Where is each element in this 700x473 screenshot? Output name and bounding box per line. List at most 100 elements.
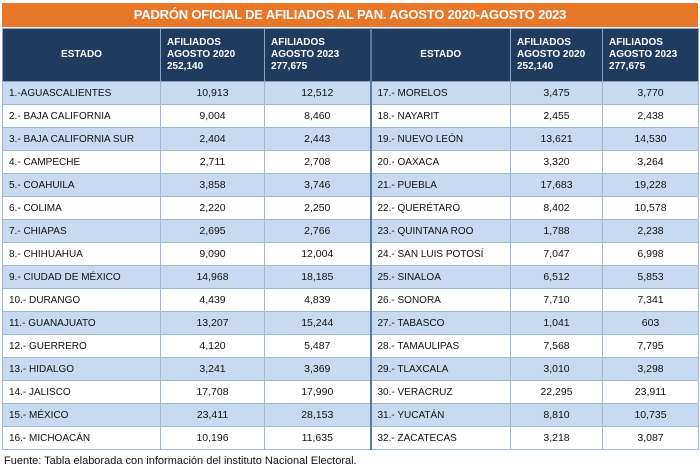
- state-cell: 21.- PUEBLA: [369, 173, 511, 197]
- state-cell: 2.- BAJA CALIFORNIA: [2, 104, 161, 128]
- count-cell: 3,320: [510, 150, 603, 174]
- state-cell: 18.- NAYARIT: [369, 104, 511, 128]
- header-line: 277,675: [271, 61, 308, 72]
- count-cell: 10,196: [160, 426, 265, 450]
- column-header: ESTADO: [2, 28, 161, 82]
- table-row: 3.- BAJA CALIFORNIA SUR 2,404 2,443 19.- NU…: [2, 127, 699, 151]
- state-cell: 6.- COLIMA: [2, 196, 161, 220]
- header-line: 252,140: [167, 61, 204, 72]
- count-cell: 3,298: [602, 357, 699, 381]
- count-cell: 10,913: [160, 81, 265, 105]
- header-line: ESTADO: [420, 49, 462, 60]
- header-line: 277,675: [609, 61, 646, 72]
- table-row: 14.- JALISCO 17,708 17,990 30.- VERACRUZ 22,…: [2, 380, 699, 404]
- column-header: AFILIADOS AGOSTO 2020 252,140: [510, 28, 603, 82]
- state-cell: 8.- CHIHUAHUA: [2, 242, 161, 266]
- count-cell: 23,411: [160, 403, 265, 427]
- count-cell: 3,369: [264, 357, 371, 381]
- count-cell: 603: [602, 311, 699, 335]
- count-cell: 19,228: [602, 173, 699, 197]
- table-row: 9.- CIUDAD DE MÉXICO 14,968 18,185 25.- SIN…: [2, 265, 699, 289]
- state-cell: 15.- MÉXICO: [2, 403, 161, 427]
- count-cell: 6,998: [602, 242, 699, 266]
- column-header: AFILIADOS AGOSTO 2023 277,675: [602, 28, 699, 82]
- table-row: 16.- MICHOACÁN 10,196 11,635 32.- ZACATECAS…: [2, 426, 699, 450]
- header-line: ESTADO: [61, 49, 102, 60]
- count-cell: 2,711: [160, 150, 265, 174]
- count-cell: 7,568: [510, 334, 603, 358]
- state-cell: 10.- DURANGO: [2, 288, 161, 312]
- count-cell: 7,795: [602, 334, 699, 358]
- state-cell: 7.- CHIAPAS: [2, 219, 161, 243]
- count-cell: 13,207: [160, 311, 265, 335]
- table-row: 13.- HIDALGO 3,241 3,369 29.- TLAXCALA 3,010…: [2, 357, 699, 381]
- count-cell: 2,708: [264, 150, 371, 174]
- state-cell: 13.- HIDALGO: [2, 357, 161, 381]
- header-line: 252,140: [517, 61, 554, 72]
- count-cell: 8,810: [510, 403, 603, 427]
- table-title: PADRÓN OFICIAL DE AFILIADOS AL PAN. AGOS…: [2, 3, 698, 27]
- state-cell: 12.- GUERRERO: [2, 334, 161, 358]
- state-cell: 32.- ZACATECAS: [369, 426, 511, 450]
- count-cell: 3,746: [264, 173, 371, 197]
- header-line: AGOSTO 2023: [609, 49, 678, 60]
- table-row: 8.- CHIHUAHUA 9,090 12,004 24.- SAN LUIS PO…: [2, 242, 699, 266]
- count-cell: 9,090: [160, 242, 265, 266]
- count-cell: 3,241: [160, 357, 265, 381]
- count-cell: 11,635: [264, 426, 371, 450]
- state-cell: 31.- YUCATÁN: [369, 403, 511, 427]
- count-cell: 17,708: [160, 380, 265, 404]
- state-cell: 5.- COAHUILA: [2, 173, 161, 197]
- table-row: 2.- BAJA CALIFORNIA 9,004 8,460 18.- NAYARI…: [2, 104, 699, 128]
- table-body: 1.-AGUASCALIENTES 10,913 12,512 17.- MORELO…: [2, 81, 699, 450]
- count-cell: 2,220: [160, 196, 265, 220]
- column-header: ESTADO: [369, 28, 511, 82]
- count-cell: 12,512: [264, 81, 371, 105]
- state-cell: 28.- TAMAULIPAS: [369, 334, 511, 358]
- state-cell: 17.- MORELOS: [369, 81, 511, 105]
- count-cell: 2,443: [264, 127, 371, 151]
- table-row: 12.- GUERRERO 4,120 5,487 28.- TAMAULIPAS 7,…: [2, 334, 699, 358]
- count-cell: 2,404: [160, 127, 265, 151]
- state-cell: 3.- BAJA CALIFORNIA SUR: [2, 127, 161, 151]
- count-cell: 1,041: [510, 311, 603, 335]
- count-cell: 4,439: [160, 288, 265, 312]
- count-cell: 2,250: [264, 196, 371, 220]
- count-cell: 28,153: [264, 403, 371, 427]
- state-cell: 19.- NUEVO LEÓN: [369, 127, 511, 151]
- state-cell: 4.- CAMPECHE: [2, 150, 161, 174]
- count-cell: 8,402: [510, 196, 603, 220]
- count-cell: 5,487: [264, 334, 371, 358]
- header-line: AGOSTO 2020: [167, 49, 236, 60]
- count-cell: 2,695: [160, 219, 265, 243]
- count-cell: 5,853: [602, 265, 699, 289]
- header-line: AGOSTO 2023: [271, 49, 340, 60]
- state-cell: 26.- SONORA: [369, 288, 511, 312]
- header-line: AFILIADOS: [517, 37, 571, 48]
- count-cell: 2,455: [510, 104, 603, 128]
- count-cell: 17,990: [264, 380, 371, 404]
- count-cell: 2,766: [264, 219, 371, 243]
- count-cell: 10,735: [602, 403, 699, 427]
- table-row: 15.- MÉXICO 23,411 28,153 31.- YUCATÁN 8,810…: [2, 403, 699, 427]
- count-cell: 3,218: [510, 426, 603, 450]
- table-row: 7.- CHIAPAS 2,695 2,766 23.- QUINTANA ROO 1,…: [2, 219, 699, 243]
- header-line: AFILIADOS: [609, 37, 663, 48]
- count-cell: 3,770: [602, 81, 699, 105]
- column-header: AFILIADOS AGOSTO 2020 252,140: [160, 28, 265, 82]
- header-line: AFILIADOS: [167, 37, 221, 48]
- state-cell: 27.- TABASCO: [369, 311, 511, 335]
- count-cell: 18,185: [264, 265, 371, 289]
- count-cell: 10,578: [602, 196, 699, 220]
- count-cell: 14,968: [160, 265, 265, 289]
- count-cell: 12,004: [264, 242, 371, 266]
- count-cell: 7,341: [602, 288, 699, 312]
- table-row: 4.- CAMPECHE 2,711 2,708 20.- OAXACA 3,320 3,…: [2, 150, 699, 174]
- state-cell: 29.- TLAXCALA: [369, 357, 511, 381]
- count-cell: 3,475: [510, 81, 603, 105]
- count-cell: 1,788: [510, 219, 603, 243]
- count-cell: 17,683: [510, 173, 603, 197]
- count-cell: 4,120: [160, 334, 265, 358]
- count-cell: 7,710: [510, 288, 603, 312]
- table-row: 1.-AGUASCALIENTES 10,913 12,512 17.- MORELO…: [2, 81, 699, 105]
